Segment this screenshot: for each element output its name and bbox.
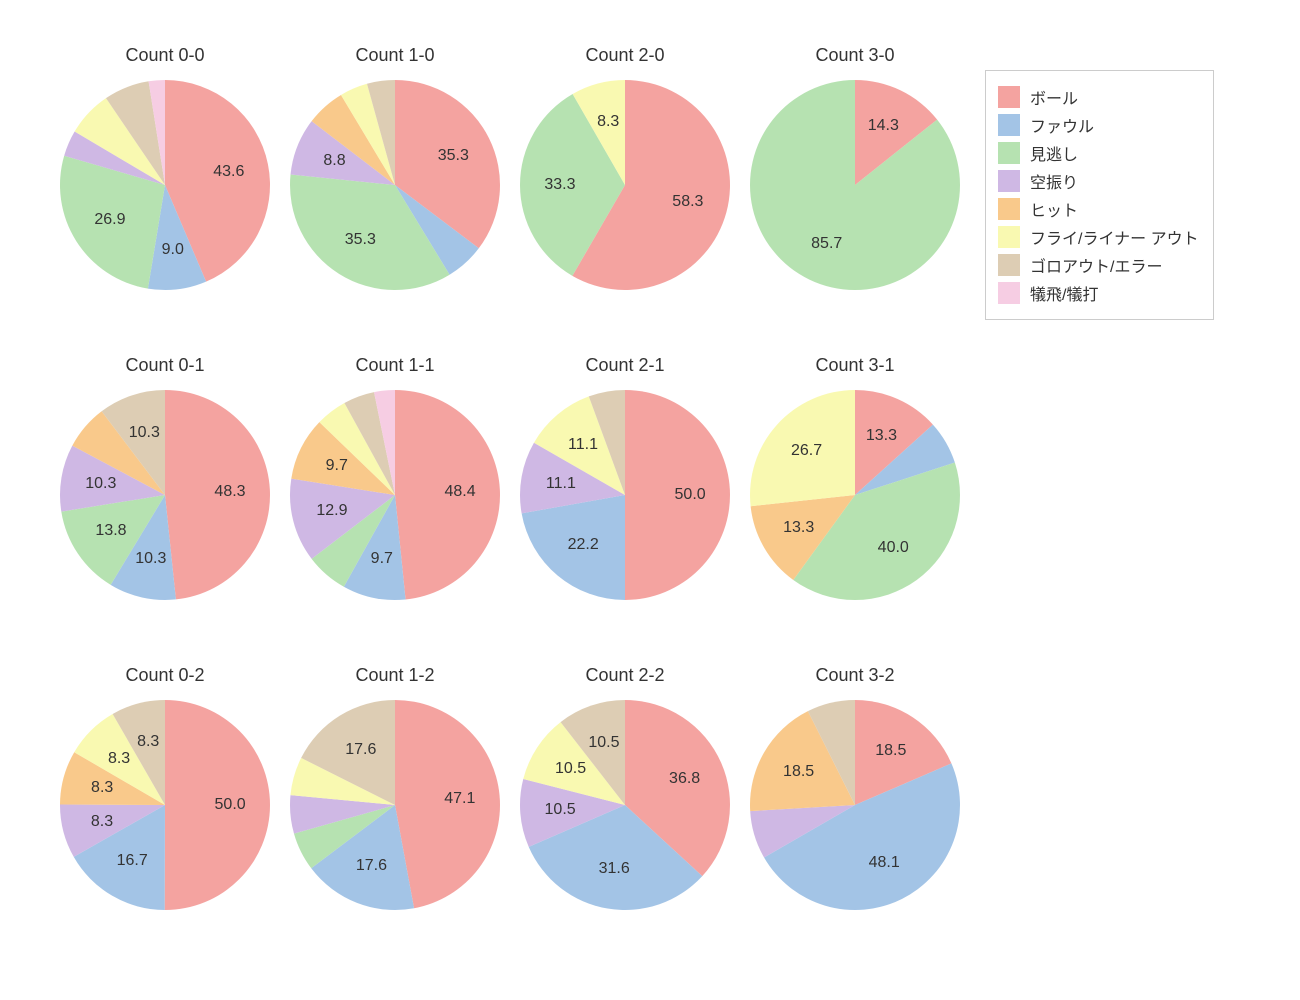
chart-title: Count 0-1 — [65, 355, 265, 376]
pie-chart — [518, 388, 732, 602]
legend-swatch — [998, 114, 1020, 136]
pie-slice-ball — [165, 390, 270, 599]
pie-slice-foul — [522, 495, 625, 600]
pie-slice-ball — [395, 390, 500, 599]
chart-title: Count 3-1 — [755, 355, 955, 376]
chart-title: Count 0-2 — [65, 665, 265, 686]
pie-chart — [288, 698, 502, 912]
chart-title: Count 1-1 — [295, 355, 495, 376]
legend-label: フライ/ライナー アウト — [1030, 225, 1199, 249]
pie-chart — [58, 388, 272, 602]
legend: ボールファウル見逃し空振りヒットフライ/ライナー アウトゴロアウト/エラー犠飛/… — [985, 70, 1214, 320]
legend-item: ゴロアウト/エラー — [998, 253, 1199, 277]
legend-item: ファウル — [998, 113, 1199, 137]
legend-item: ヒット — [998, 197, 1199, 221]
legend-item: 空振り — [998, 169, 1199, 193]
legend-label: ヒット — [1030, 197, 1078, 221]
legend-label: 見逃し — [1030, 141, 1078, 165]
chart-title: Count 0-0 — [65, 45, 265, 66]
legend-swatch — [998, 170, 1020, 192]
pie-slice-flyout — [750, 390, 855, 506]
chart-title: Count 2-0 — [525, 45, 725, 66]
pie-chart — [288, 388, 502, 602]
legend-swatch — [998, 254, 1020, 276]
pie-slice-ball — [625, 390, 730, 600]
legend-label: ボール — [1030, 85, 1078, 109]
pie-slice-ball — [395, 700, 500, 908]
pie-chart — [748, 78, 962, 292]
legend-label: ファウル — [1030, 113, 1094, 137]
pie-chart — [58, 698, 272, 912]
chart-title: Count 3-0 — [755, 45, 955, 66]
chart-title: Count 2-1 — [525, 355, 725, 376]
pie-chart — [518, 78, 732, 292]
legend-label: ゴロアウト/エラー — [1030, 253, 1162, 277]
legend-item: フライ/ライナー アウト — [998, 225, 1199, 249]
pie-chart — [288, 78, 502, 292]
pie-chart — [748, 698, 962, 912]
pie-chart — [748, 388, 962, 602]
chart-title: Count 1-0 — [295, 45, 495, 66]
chart-grid: Count 0-043.69.026.9Count 1-035.335.38.8… — [0, 0, 1300, 1000]
pie-chart — [518, 698, 732, 912]
pie-chart — [58, 78, 272, 292]
legend-label: 犠飛/犠打 — [1030, 281, 1098, 305]
legend-item: 見逃し — [998, 141, 1199, 165]
chart-title: Count 1-2 — [295, 665, 495, 686]
legend-swatch — [998, 226, 1020, 248]
chart-title: Count 2-2 — [525, 665, 725, 686]
legend-item: 犠飛/犠打 — [998, 281, 1199, 305]
pie-slice-ball — [165, 700, 270, 910]
legend-swatch — [998, 198, 1020, 220]
chart-title: Count 3-2 — [755, 665, 955, 686]
legend-label: 空振り — [1030, 169, 1078, 193]
legend-swatch — [998, 86, 1020, 108]
legend-swatch — [998, 282, 1020, 304]
legend-swatch — [998, 142, 1020, 164]
legend-item: ボール — [998, 85, 1199, 109]
